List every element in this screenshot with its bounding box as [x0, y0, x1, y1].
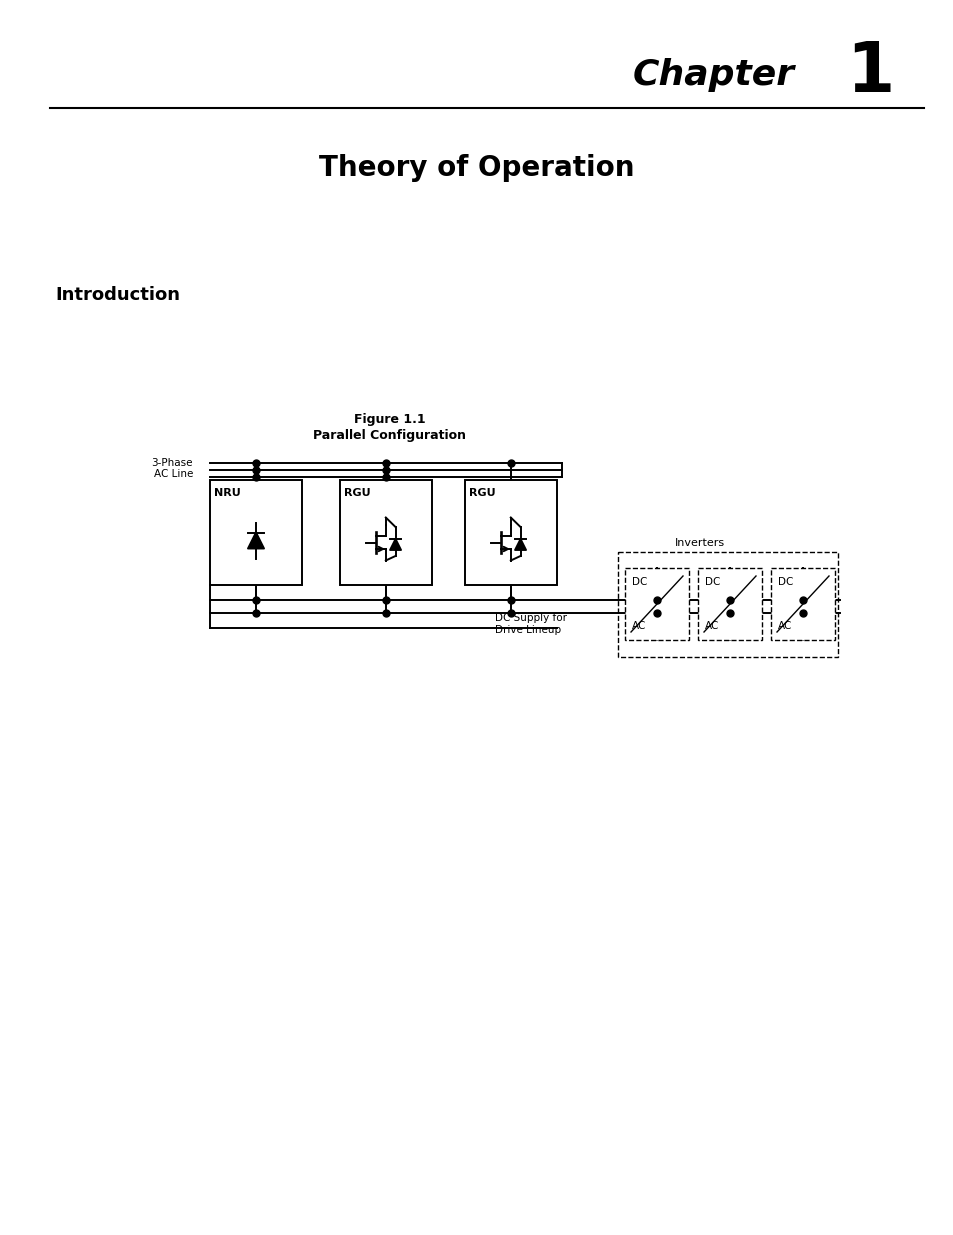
Bar	[339, 480, 432, 585]
Text: DC: DC	[631, 577, 647, 587]
Text: Parallel Configuration: Parallel Configuration	[314, 429, 466, 441]
Text: AC Line: AC Line	[153, 469, 193, 479]
Text: AC: AC	[631, 621, 646, 631]
Text: NRU: NRU	[213, 488, 240, 498]
Text: RGU: RGU	[469, 488, 496, 498]
Polygon shape	[248, 532, 264, 548]
Text: RGU: RGU	[344, 488, 370, 498]
Text: AC: AC	[778, 621, 792, 631]
Text: Chapter: Chapter	[632, 58, 794, 91]
Bar	[770, 568, 834, 640]
Bar	[210, 480, 302, 585]
Bar	[698, 568, 761, 640]
Bar	[624, 568, 688, 640]
Polygon shape	[515, 538, 525, 550]
Text: AC: AC	[704, 621, 719, 631]
Polygon shape	[390, 538, 400, 550]
Text: Inverters: Inverters	[674, 538, 724, 548]
Bar	[618, 552, 837, 657]
Text: DC: DC	[704, 577, 720, 587]
Bar	[464, 480, 557, 585]
Text: Figure 1.1: Figure 1.1	[354, 414, 425, 426]
Text: 3-Phase: 3-Phase	[152, 458, 193, 468]
Text: Introduction: Introduction	[55, 287, 180, 304]
Text: 1: 1	[845, 38, 893, 105]
Text: DC Supply for: DC Supply for	[495, 613, 566, 622]
Text: Drive Lineup: Drive Lineup	[495, 625, 560, 635]
Text: DC: DC	[778, 577, 793, 587]
Text: Theory of Operation: Theory of Operation	[319, 154, 634, 182]
